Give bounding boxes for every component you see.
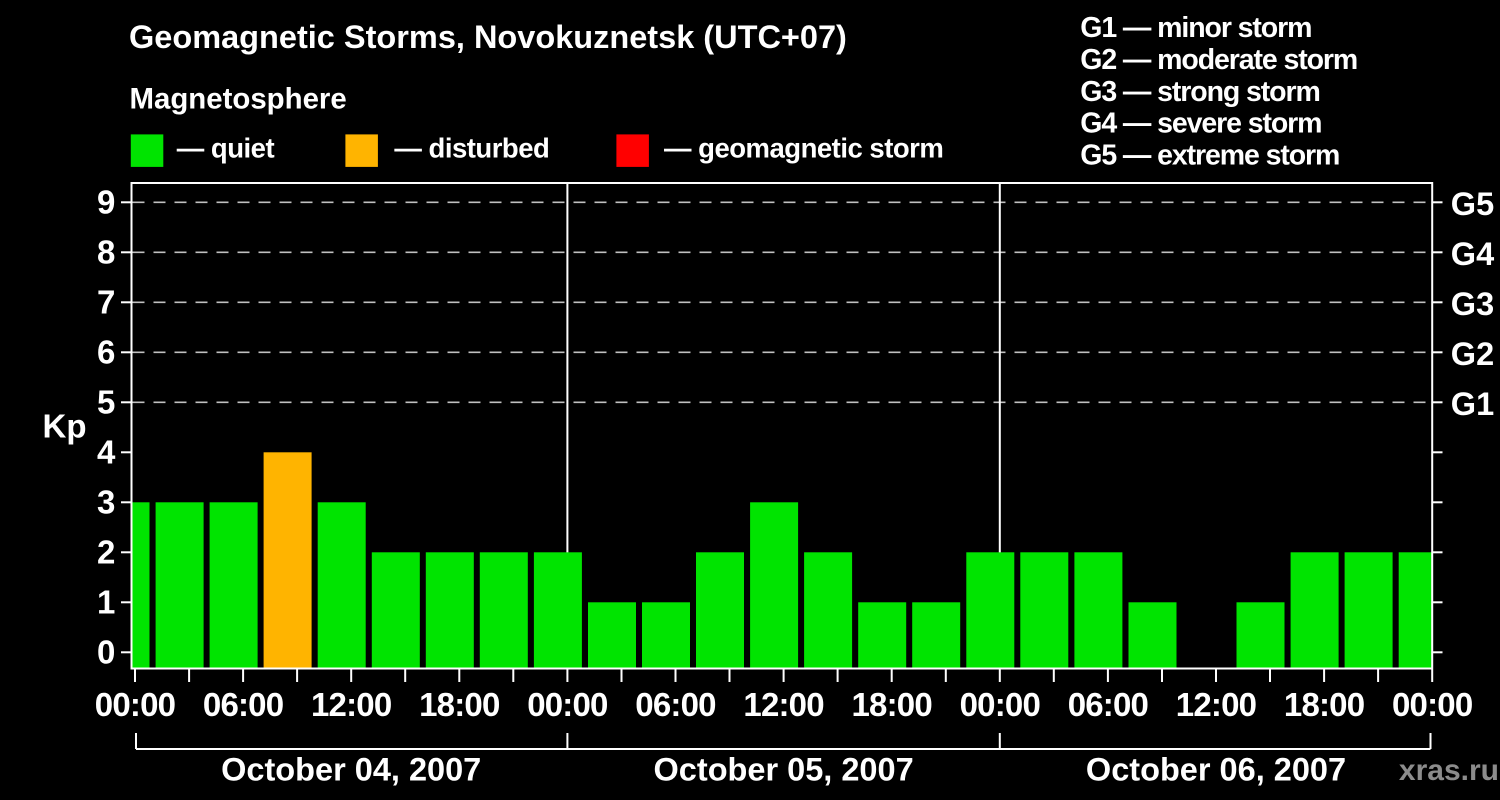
svg-text:00:00: 00:00 [1392,686,1472,723]
svg-text:5: 5 [97,384,115,421]
svg-text:0: 0 [97,634,115,671]
svg-text:12:00: 12:00 [311,686,391,723]
svg-text:Geomagnetic Storms, Novokuznet: Geomagnetic Storms, Novokuznetsk (UTC+07… [129,19,847,55]
svg-text:2: 2 [97,534,115,571]
svg-text:06:00: 06:00 [203,686,283,723]
svg-text:4: 4 [97,434,116,471]
svg-text:18:00: 18:00 [1284,686,1364,723]
svg-text:8: 8 [97,234,115,271]
svg-text:— quiet: — quiet [177,133,275,164]
svg-text:9: 9 [97,184,115,221]
svg-text:October 06, 2007: October 06, 2007 [1086,752,1346,788]
svg-text:October 05, 2007: October 05, 2007 [654,752,914,788]
svg-text:1: 1 [97,584,115,621]
svg-text:00:00: 00:00 [527,686,607,723]
svg-text:06:00: 06:00 [1068,686,1148,723]
svg-text:G4: G4 [1451,236,1494,272]
svg-text:G4 — severe storm: G4 — severe storm [1080,108,1321,140]
svg-text:7: 7 [97,284,115,321]
svg-text:00:00: 00:00 [960,686,1040,723]
svg-text:G1: G1 [1451,386,1494,422]
svg-text:3: 3 [97,484,115,521]
svg-text:— disturbed: — disturbed [394,133,549,164]
svg-text:12:00: 12:00 [743,686,823,723]
svg-text:18:00: 18:00 [851,686,931,723]
svg-text:G5: G5 [1451,186,1494,222]
svg-text:— geomagnetic storm: — geomagnetic storm [664,133,943,164]
svg-text:G3: G3 [1451,286,1494,322]
svg-text:G3 — strong storm: G3 — strong storm [1080,76,1319,108]
svg-text:6: 6 [97,334,115,371]
svg-text:October 04, 2007: October 04, 2007 [221,752,481,788]
svg-text:06:00: 06:00 [635,686,715,723]
svg-text:G5 — extreme storm: G5 — extreme storm [1080,139,1339,171]
svg-text:Kp: Kp [43,408,87,445]
svg-text:G1 — minor storm: G1 — minor storm [1080,12,1311,44]
svg-text:G2 — moderate storm: G2 — moderate storm [1080,44,1357,76]
svg-text:12:00: 12:00 [1176,686,1256,723]
svg-text:18:00: 18:00 [419,686,499,723]
svg-text:G2: G2 [1451,336,1494,372]
svg-text:Magnetosphere: Magnetosphere [130,83,347,116]
svg-text:00:00: 00:00 [95,686,175,723]
svg-text:xras.ru: xras.ru [1399,754,1499,787]
